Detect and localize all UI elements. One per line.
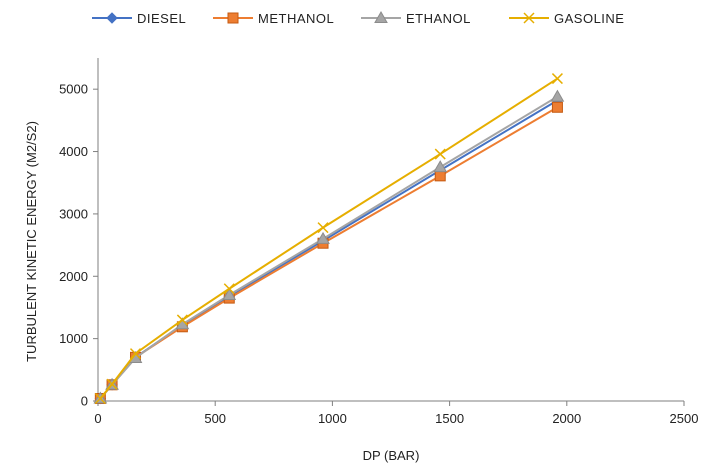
- x-axis-title: DP (BAR): [363, 448, 420, 463]
- data-point: [433, 160, 448, 173]
- data-point: [550, 89, 565, 102]
- x-tick-label: 1000: [318, 411, 347, 426]
- series-diesel: [94, 94, 564, 405]
- legend-label: GASOLINE: [554, 11, 624, 26]
- legend-label: ETHANOL: [406, 11, 471, 26]
- y-tick-label: 4000: [59, 144, 88, 159]
- legend-label: DIESEL: [137, 11, 186, 26]
- x-tick-label: 2500: [670, 411, 699, 426]
- data-point: [434, 148, 446, 160]
- y-tick-label: 0: [81, 394, 88, 409]
- data-point: [551, 73, 563, 85]
- axes: 0 500 1000 1500 2000 2500 0 1000 2000 3000 4000 500…: [59, 58, 698, 426]
- data-point: [94, 392, 106, 405]
- series-line: [99, 77, 558, 400]
- series-ethanol: [93, 89, 565, 404]
- data-point: [223, 283, 235, 295]
- data-point: [129, 348, 142, 360]
- legend: DIESEL METHANOL ETHANOL GASOLINE: [92, 10, 624, 26]
- series-line: [99, 99, 558, 400]
- legend-marker: [106, 12, 118, 24]
- data-point: [222, 287, 237, 300]
- legend-item-diesel: DIESEL: [92, 11, 186, 26]
- legend-item-methanol: METHANOL: [213, 11, 334, 26]
- legend-marker: [523, 12, 535, 24]
- legend-item-gasoline: GASOLINE: [509, 11, 624, 26]
- x-tick-label: 1500: [435, 411, 464, 426]
- series-layer: [93, 73, 565, 405]
- series-line: [99, 106, 558, 400]
- data-point: [106, 378, 118, 390]
- data-point: [317, 222, 329, 234]
- x-tick-label: 2000: [552, 411, 581, 426]
- series-gasoline: [94, 73, 563, 405]
- legend-marker: [227, 12, 239, 24]
- data-point: [551, 101, 563, 113]
- y-tick-label: 3000: [59, 206, 88, 221]
- y-tick-label: 2000: [59, 269, 88, 284]
- y-tick-label: 1000: [59, 331, 88, 346]
- legend-marker: [374, 10, 388, 23]
- data-point: [176, 314, 188, 326]
- data-point: [434, 170, 446, 182]
- x-tick-label: 500: [204, 411, 226, 426]
- data-point: [316, 231, 330, 244]
- x-tick-label: 0: [94, 411, 101, 426]
- y-axis-title: TURBULENT KINETIC ENERGY (M2/S2): [24, 121, 39, 362]
- legend-item-ethanol: ETHANOL: [361, 10, 471, 26]
- legend-label: METHANOL: [258, 11, 334, 26]
- series-methanol: [94, 101, 563, 405]
- y-tick-label: 5000: [59, 82, 88, 97]
